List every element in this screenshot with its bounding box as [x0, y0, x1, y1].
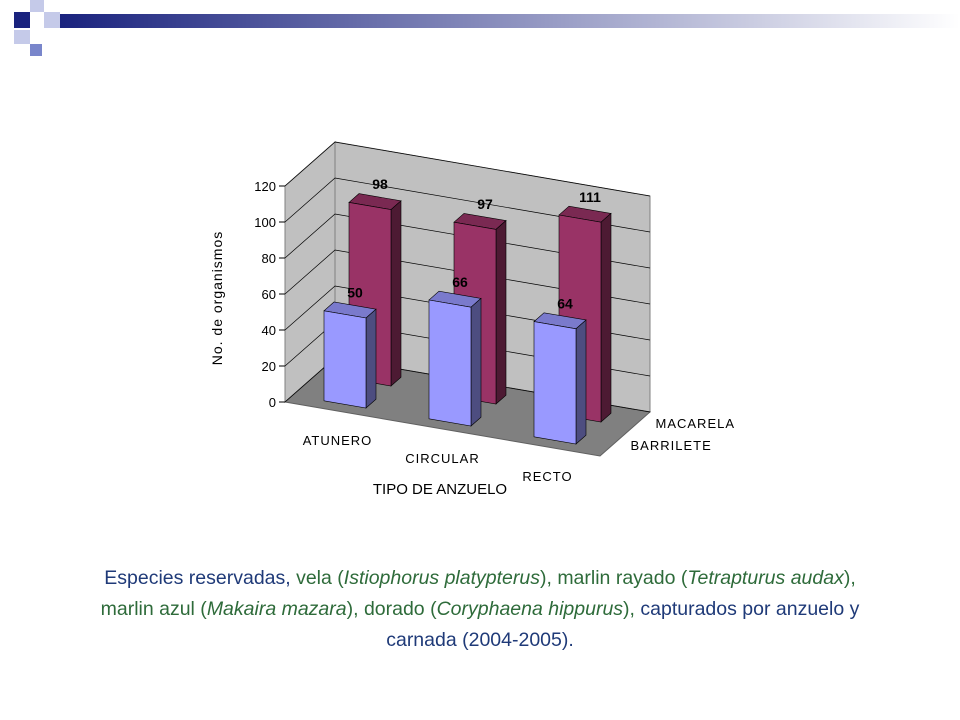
y-tick-label: 40	[262, 323, 276, 338]
bar-side	[575, 319, 587, 445]
x-tick-label: ATUNERO	[303, 433, 373, 448]
x-tick-label: CIRCULAR	[405, 451, 479, 466]
caption-segment: Especies reservadas,	[104, 567, 291, 589]
bar-side	[365, 308, 377, 409]
chart: TIPO DE ANZUELO No. de organismos 0 20 40 6…	[209, 140, 736, 498]
x-axis-title: TIPO DE ANZUELO	[373, 481, 507, 498]
bar	[428, 299, 472, 427]
header-decoration	[14, 0, 960, 56]
caption-segment: ), dorado (	[346, 598, 437, 620]
y-tick-label: 60	[262, 287, 276, 302]
caption-segment: Coryphaena hippurus	[436, 598, 624, 620]
grid-line	[284, 213, 651, 269]
y-tick-label: 0	[269, 395, 276, 410]
grid-line	[284, 177, 651, 233]
y-tick-label: 100	[254, 215, 276, 230]
value-label: 98	[372, 176, 388, 192]
y-tick-label: 20	[262, 359, 276, 374]
series-label: BARRILETE	[631, 438, 712, 453]
y-tick-label: 80	[262, 251, 276, 266]
bar-side	[470, 297, 482, 427]
caption-segment: Makaira mazara	[206, 598, 347, 620]
bar-side	[495, 219, 507, 405]
caption: Especies reservadas, vela (Istiophorus p…	[90, 563, 870, 656]
y-axis-title: No. de organismos	[209, 231, 225, 366]
caption-segment: capturados por anzuelo y carnada (2004-2…	[386, 598, 865, 651]
bar-side	[390, 200, 402, 387]
caption-segment: ), marlin azul (	[100, 567, 862, 620]
y-tick-label: 120	[254, 179, 276, 194]
value-label: 66	[452, 274, 468, 290]
x-tick-label: RECTO	[522, 469, 572, 484]
bar	[323, 310, 367, 409]
grid-line	[284, 141, 651, 197]
value-label: 64	[557, 295, 573, 311]
bar-side	[600, 212, 612, 423]
value-label: 97	[477, 196, 493, 212]
bar	[533, 321, 577, 445]
caption-segment: Istiophorus platypterus	[343, 567, 540, 589]
caption-segment: ),	[623, 598, 635, 620]
series-label: MACARELA	[656, 416, 736, 431]
value-label: 111	[579, 189, 601, 205]
grid-line	[284, 249, 651, 305]
caption-segment: vela (	[290, 567, 344, 589]
caption-segment: ), marlin rayado (	[539, 567, 688, 589]
value-label: 50	[347, 285, 363, 301]
caption-segment: Tetrapturus audax	[687, 567, 844, 589]
